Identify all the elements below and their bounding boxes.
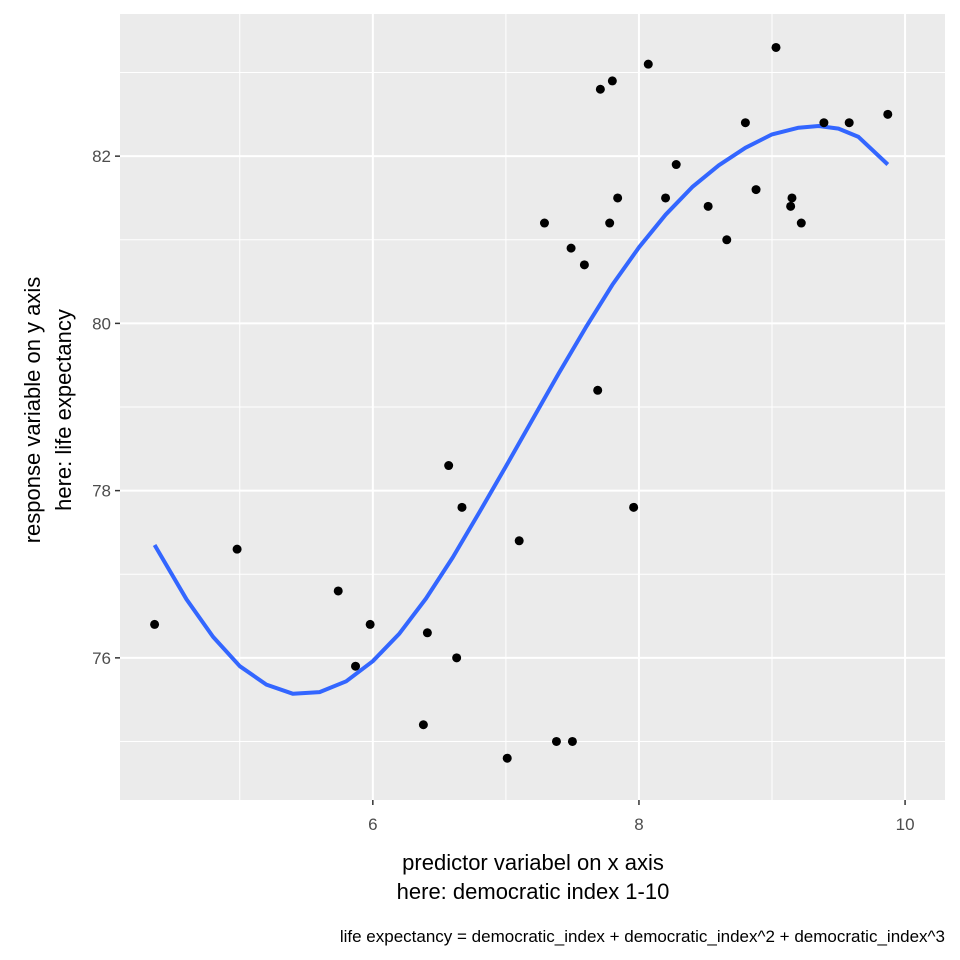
data-point [418, 720, 428, 730]
data-point [422, 628, 432, 638]
data-point [796, 218, 806, 228]
data-point [502, 753, 512, 763]
fitted-polynomial-curve [152, 124, 890, 696]
data-point [787, 193, 797, 203]
data-point [740, 118, 750, 128]
data-points-layer [150, 42, 893, 763]
data-point [579, 260, 589, 270]
x-axis-title-line-2: here: democratic index 1-10 [397, 879, 670, 904]
data-point [539, 218, 549, 228]
x-tick-label: 10 [896, 815, 915, 834]
x-axis-title-line-1: predictor variabel on x axis [402, 850, 664, 875]
data-point [452, 653, 462, 663]
data-point [883, 109, 893, 119]
y-tick-label: 76 [92, 649, 111, 668]
y-axis-title-line-2: here: life expectancy [51, 309, 76, 511]
data-point [661, 193, 671, 203]
data-point [629, 502, 639, 512]
data-point [365, 619, 375, 629]
data-point [771, 42, 781, 52]
data-point [593, 385, 603, 395]
y-axis-title-line-1: response variable on y axis [20, 277, 45, 544]
x-tick-label: 6 [368, 815, 377, 834]
y-tick-label: 78 [92, 482, 111, 501]
data-point [703, 201, 713, 211]
data-point [819, 118, 829, 128]
data-point [786, 201, 796, 211]
data-point [607, 76, 617, 86]
data-point [671, 160, 681, 170]
data-point [514, 536, 524, 546]
titles: predictor variabel on x axis here: democ… [20, 277, 945, 946]
data-point [613, 193, 623, 203]
data-point [444, 461, 454, 471]
caption: life expectancy = democratic_index + dem… [340, 927, 945, 946]
y-tick-label: 80 [92, 314, 111, 333]
data-point [566, 243, 576, 253]
x-tick-label: 8 [634, 815, 643, 834]
data-point [844, 118, 854, 128]
data-point [150, 619, 160, 629]
data-point [751, 185, 761, 195]
data-point [722, 235, 732, 245]
data-point [551, 736, 561, 746]
data-point [595, 84, 605, 94]
data-point [333, 586, 343, 596]
data-point [351, 661, 361, 671]
data-point [567, 736, 577, 746]
y-tick-label: 82 [92, 147, 111, 166]
grid [120, 14, 945, 800]
data-point [605, 218, 615, 228]
data-point [643, 59, 653, 69]
axes: 6 8 10 76 78 80 82 [92, 147, 914, 834]
data-point [457, 502, 467, 512]
data-point [232, 544, 242, 554]
fit-curve-layer [152, 124, 890, 696]
